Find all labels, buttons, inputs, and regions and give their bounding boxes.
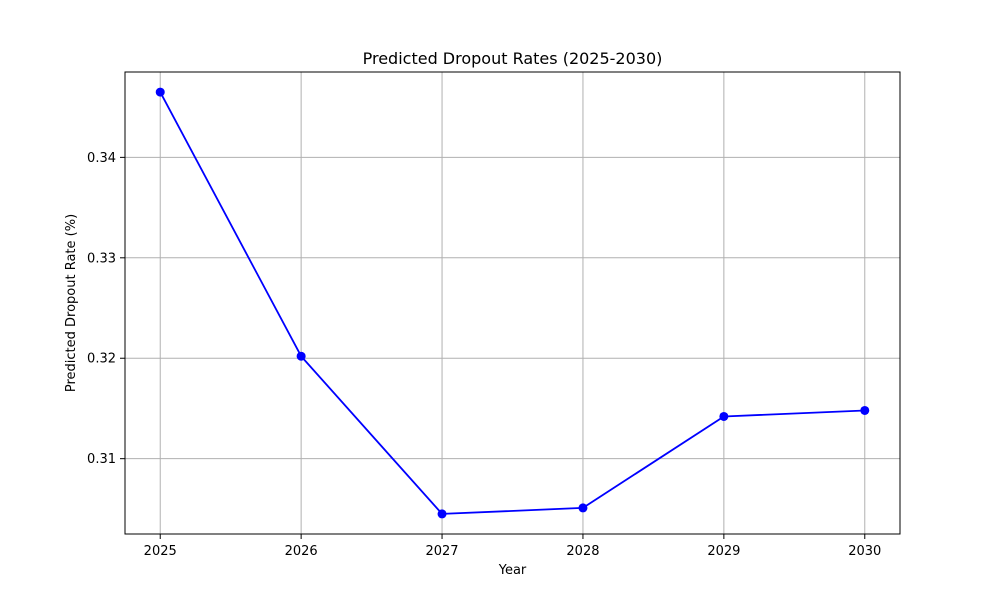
y-axis-label: Predicted Dropout Rate (%) — [64, 214, 79, 392]
data-point-layer — [155, 87, 870, 519]
x-axis-label: Year — [498, 563, 527, 578]
x-tick-label: 2026 — [285, 544, 318, 559]
chart-title: Predicted Dropout Rates (2025-2030) — [363, 49, 663, 68]
axis-ticks: 2025 2026 2027 2028 2029 2030 0.31 0.32 0.33 0.34 — [87, 151, 881, 559]
grid-lines — [125, 72, 900, 534]
data-point — [155, 87, 165, 97]
y-tick-label: 0.31 — [87, 452, 116, 467]
data-point — [719, 411, 729, 421]
x-tick-label: 2027 — [425, 544, 458, 559]
series-line-layer — [159, 91, 865, 515]
x-tick-label: 2030 — [848, 544, 881, 559]
data-point — [296, 351, 306, 361]
plot-area-frame — [124, 71, 901, 535]
x-tick-label: 2029 — [707, 544, 740, 559]
y-tick-label: 0.34 — [87, 151, 116, 166]
y-tick-label: 0.32 — [87, 352, 116, 367]
series-line — [159, 91, 865, 515]
data-point — [437, 509, 447, 519]
x-tick-label: 2025 — [144, 544, 177, 559]
data-point — [860, 405, 870, 415]
y-tick-label: 0.33 — [87, 251, 116, 266]
data-point — [578, 503, 588, 513]
x-tick-label: 2028 — [566, 544, 599, 559]
